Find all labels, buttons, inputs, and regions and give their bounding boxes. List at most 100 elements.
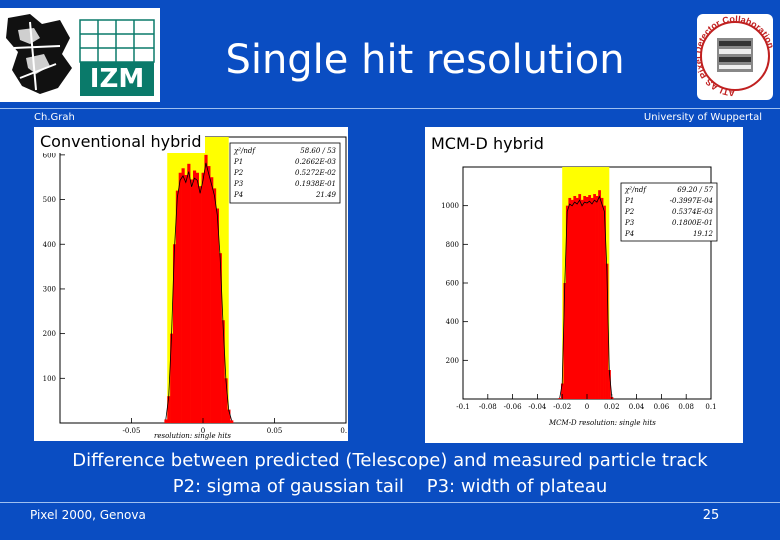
right-stats-box: χ²/ndf 69.20 / 57 P1 -0.3997E-04 P2 0.5374E-0… (620, 182, 718, 242)
right-x-axis-label: MCM-D resolution: single hits (548, 419, 656, 427)
histogram-bin (603, 205, 606, 399)
histogram-bin (580, 199, 584, 399)
histogram-bin (167, 396, 171, 423)
stat-name: P3 (624, 219, 635, 227)
stat-name: P2 (233, 169, 244, 177)
institution: University of Wuppertal (643, 112, 762, 123)
right-plot-panel: 200 400 600 800 1000 -0.1 -0.08 -0.06 -0.04 -0.0… (425, 127, 743, 443)
histogram-bin (600, 197, 604, 399)
left-plot-label: Conventional hybrid (36, 131, 206, 153)
izm-logo-graphic (6, 14, 155, 96)
header-divider (0, 108, 780, 109)
x-tick-label: -0.1 (456, 403, 470, 411)
stat-name: P1 (624, 197, 634, 205)
stat-value: 58.60 / 53 (300, 147, 336, 155)
left-x-axis-label: resolution: single hits (154, 432, 231, 440)
stat-name: P2 (624, 208, 635, 216)
izm-logo: IZM (0, 8, 160, 102)
stat-value: 0.2662E-03 (295, 158, 337, 166)
histogram-bin (558, 398, 562, 399)
y-tick-label: 100 (43, 375, 56, 383)
stat-value: 69.20 / 57 (677, 186, 713, 194)
histogram-bin (598, 190, 601, 399)
y-tick-label: 200 (43, 330, 56, 338)
x-tick-label: 0.04 (629, 403, 645, 411)
histogram-bin (593, 194, 596, 399)
y-tick-label: 1000 (441, 202, 459, 210)
left-histogram: 100 200 300 400 500 600 -0.05 0 0.05 0.1 resolut… (43, 136, 352, 440)
histogram-bin (204, 154, 208, 423)
izm-logo-text: IZM (89, 64, 145, 94)
stat-name: P4 (624, 230, 634, 238)
y-tick-label: 800 (446, 241, 459, 249)
x-tick-label: 0.08 (678, 403, 694, 411)
x-tick-label: 0.1 (340, 427, 348, 435)
histogram-bin (210, 177, 214, 423)
stat-name: P3 (233, 180, 244, 188)
atlas-pixel-logo-graphic: ATLAS Pixel Detector Collaboration (693, 14, 776, 98)
histogram-bin (198, 186, 202, 423)
histogram-bin (224, 378, 228, 423)
x-tick-label: 0 (201, 427, 205, 435)
stat-value: 21.49 (315, 191, 337, 199)
stat-value: 0.5374E-03 (672, 208, 714, 216)
histogram-bin (181, 168, 185, 423)
histogram-bin (178, 172, 182, 423)
caption-line-1: Difference between predicted (Telescope)… (72, 450, 708, 471)
histogram-bin (192, 170, 197, 423)
stat-name: χ²/ndf (233, 147, 256, 155)
stat-name: P1 (233, 158, 243, 166)
y-tick-label: 600 (43, 151, 56, 159)
stat-value: 0.5272E-02 (295, 169, 337, 177)
histogram-bin (215, 208, 220, 423)
histogram-bin (187, 163, 191, 423)
right-histogram: 200 400 600 800 1000 -0.1 -0.08 -0.06 -0.04 -0.0… (441, 166, 718, 427)
histogram-bin (218, 253, 222, 423)
y-tick-label: 400 (446, 318, 459, 326)
x-tick-label: -0.06 (504, 403, 522, 411)
histogram-bin (605, 263, 609, 399)
histogram-bin (563, 283, 567, 399)
histogram-bin (583, 196, 587, 399)
y-tick-label: 400 (43, 241, 56, 249)
histogram-bin (230, 420, 234, 423)
histogram-bin (227, 409, 231, 423)
histogram-bin (585, 196, 589, 399)
histogram-bin (568, 197, 572, 399)
histogram-bin (590, 197, 594, 399)
right-fit-curve (559, 195, 613, 399)
x-tick-label: 0.05 (267, 427, 283, 435)
histogram-bin (172, 244, 177, 423)
stat-name: P4 (233, 191, 243, 199)
y-tick-label: 200 (446, 357, 459, 365)
x-tick-label: 0.1 (705, 403, 716, 411)
histogram-bin (565, 205, 569, 399)
x-tick-label: 0.02 (604, 403, 620, 411)
histogram-bin (573, 196, 577, 399)
left-stats-box: χ²/ndf 58.60 / 53 P1 0.2662E-03 P2 0.5272E-02… (229, 142, 341, 204)
left-plot-panel: 100 200 300 400 500 600 -0.05 0 0.05 0.1 resolut… (34, 127, 352, 441)
stat-value: -0.3997E-04 (670, 197, 713, 205)
slide-title: Single hit resolution (225, 37, 625, 83)
y-tick-label: 300 (43, 285, 56, 293)
stat-name: χ²/ndf (624, 186, 647, 194)
histogram-bin (595, 196, 599, 399)
histogram-bin (221, 320, 225, 423)
histogram-bin (608, 370, 611, 399)
footer-event: Pixel 2000, Genova (30, 508, 146, 522)
histogram-bin (195, 172, 200, 423)
histogram-bin (164, 419, 168, 423)
x-tick-label: -0.02 (553, 403, 571, 411)
stat-value: 0.1800E-01 (672, 219, 713, 227)
histogram-bin (170, 333, 174, 423)
histogram-bin (588, 195, 592, 399)
stat-value: 19.12 (693, 230, 714, 238)
atlas-pixel-logo: ATLAS Pixel Detector Collaboration (693, 14, 776, 100)
histogram-bin (575, 197, 579, 399)
x-tick-label: -0.08 (479, 403, 497, 411)
x-tick-label: -0.04 (528, 403, 546, 411)
left-fit-curve (165, 162, 232, 421)
page-number: 25 (702, 508, 720, 523)
author: Ch.Grah (34, 112, 75, 123)
x-tick-label: 0.06 (654, 403, 670, 411)
